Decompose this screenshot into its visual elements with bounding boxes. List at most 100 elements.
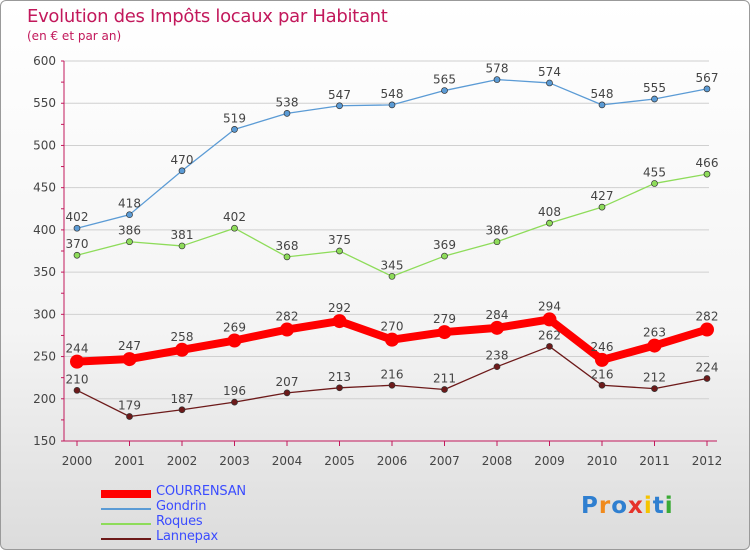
x-tick-label-2000: 2000: [62, 454, 93, 468]
data-point-courrensan-2010: [595, 352, 609, 367]
data-point-gondrin-2003: [231, 126, 238, 133]
data-point-roques-2002: [178, 242, 186, 250]
x-tick-label-2007: 2007: [429, 454, 460, 468]
legend-label-courrensan: COURRENSAN: [156, 484, 246, 499]
data-label-roques-2000: 370: [66, 237, 89, 251]
data-point-lannepax-2010: [598, 381, 606, 389]
data-point-courrensan-2008: [490, 320, 504, 335]
y-tick-label-550: 550: [33, 96, 56, 110]
data-point-gondrin-2012: [703, 85, 711, 93]
data-label-gondrin-2010: 548: [591, 87, 614, 101]
data-label-roques-2006: 345: [381, 258, 404, 272]
data-label-courrensan-2008: 284: [486, 308, 509, 322]
data-label-lannepax-2004: 207: [276, 375, 299, 389]
data-label-gondrin-2001: 418: [118, 197, 141, 211]
x-tick-label-2010: 2010: [587, 454, 618, 468]
data-point-gondrin-2011: [651, 95, 658, 103]
data-label-roques-2004: 368: [276, 239, 299, 253]
data-label-roques-2001: 386: [118, 224, 141, 238]
chart-title: Evolution des Impôts locaux par Habitant: [27, 6, 388, 27]
data-label-gondrin-2000: 402: [66, 210, 89, 224]
data-point-courrensan-2007: [437, 325, 452, 340]
data-label-courrensan-2005: 292: [328, 301, 351, 315]
data-point-gondrin-2004: [283, 110, 291, 117]
data-label-lannepax-2010: 216: [591, 367, 614, 381]
data-label-courrensan-2004: 282: [276, 310, 299, 324]
data-point-courrensan-2009: [542, 312, 557, 327]
data-point-roques-2011: [651, 180, 658, 187]
data-point-gondrin-2000: [73, 224, 81, 232]
data-label-roques-2002: 381: [171, 228, 194, 242]
data-label-roques-2010: 427: [591, 189, 614, 203]
x-tick-label-2009: 2009: [534, 454, 565, 468]
data-point-lannepax-2007: [441, 386, 448, 393]
data-label-roques-2007: 369: [433, 238, 456, 252]
data-point-roques-2010: [598, 203, 606, 211]
data-point-gondrin-2006: [388, 101, 396, 109]
data-label-lannepax-2001: 179: [118, 399, 141, 413]
data-point-roques-2009: [546, 219, 553, 227]
data-label-lannepax-2011: 212: [643, 371, 666, 385]
x-tick-label-2012: 2012: [692, 454, 723, 468]
data-label-gondrin-2008: 578: [486, 62, 509, 76]
data-label-courrensan-2007: 279: [433, 312, 456, 326]
data-point-gondrin-2005: [336, 102, 343, 110]
data-point-courrensan-2000: [70, 354, 84, 369]
data-point-lannepax-2003: [231, 398, 238, 406]
data-point-roques-2004: [283, 253, 291, 261]
data-point-courrensan-2011: [647, 338, 662, 353]
data-label-courrensan-2002: 258: [171, 330, 194, 344]
y-tick-label-450: 450: [33, 181, 56, 195]
data-point-lannepax-2001: [126, 413, 133, 420]
data-label-lannepax-2005: 213: [328, 370, 351, 384]
legend-swatch-gondrin: [101, 508, 151, 510]
data-label-lannepax-2000: 210: [66, 372, 89, 386]
data-label-lannepax-2007: 211: [433, 371, 456, 385]
data-point-gondrin-2001: [126, 211, 133, 219]
x-tick-label-2004: 2004: [272, 454, 303, 468]
data-point-gondrin-2010: [598, 101, 606, 109]
data-point-lannepax-2002: [178, 406, 186, 414]
y-tick-label-350: 350: [33, 265, 56, 279]
data-point-courrensan-2003: [227, 333, 242, 348]
data-label-courrensan-2000: 244: [66, 342, 89, 356]
x-tick-label-2006: 2006: [377, 454, 408, 468]
data-point-roques-2003: [231, 224, 238, 232]
data-point-gondrin-2008: [493, 76, 501, 83]
data-point-gondrin-2009: [546, 79, 553, 87]
x-tick-label-2002: 2002: [167, 454, 198, 468]
data-point-lannepax-2012: [703, 375, 711, 382]
data-point-lannepax-2000: [73, 386, 81, 394]
data-label-gondrin-2002: 470: [171, 153, 194, 167]
x-tick-label-2005: 2005: [324, 454, 355, 468]
x-tick-label-2008: 2008: [482, 454, 513, 468]
data-label-courrensan-2011: 263: [643, 326, 666, 340]
data-label-lannepax-2009: 262: [538, 328, 561, 342]
data-point-lannepax-2004: [283, 389, 291, 397]
legend-label-lannepax: Lannepax: [156, 529, 218, 544]
x-tick-label-2003: 2003: [219, 454, 250, 468]
data-point-roques-2008: [493, 238, 501, 246]
y-tick-label-150: 150: [33, 434, 56, 448]
data-point-lannepax-2006: [388, 381, 396, 389]
data-label-roques-2003: 402: [223, 210, 246, 224]
data-point-courrensan-2001: [122, 352, 137, 367]
proxiti-logo: Proxiti: [581, 493, 674, 519]
data-label-roques-2005: 375: [328, 233, 351, 247]
data-point-gondrin-2002: [178, 167, 186, 175]
data-label-courrensan-2001: 247: [118, 339, 141, 353]
data-label-lannepax-2012: 224: [696, 361, 719, 375]
data-label-lannepax-2003: 196: [223, 384, 246, 398]
data-label-gondrin-2012: 567: [696, 71, 719, 85]
data-label-gondrin-2007: 565: [433, 73, 456, 87]
data-label-gondrin-2004: 538: [276, 95, 299, 109]
data-point-roques-2001: [126, 238, 133, 246]
data-label-gondrin-2005: 547: [328, 88, 351, 102]
data-label-roques-2008: 386: [486, 224, 509, 238]
data-label-lannepax-2006: 216: [381, 367, 404, 381]
y-tick-label-500: 500: [33, 138, 56, 152]
data-point-lannepax-2009: [546, 343, 553, 350]
data-point-courrensan-2012: [700, 322, 714, 337]
y-tick-label-600: 600: [33, 54, 56, 68]
